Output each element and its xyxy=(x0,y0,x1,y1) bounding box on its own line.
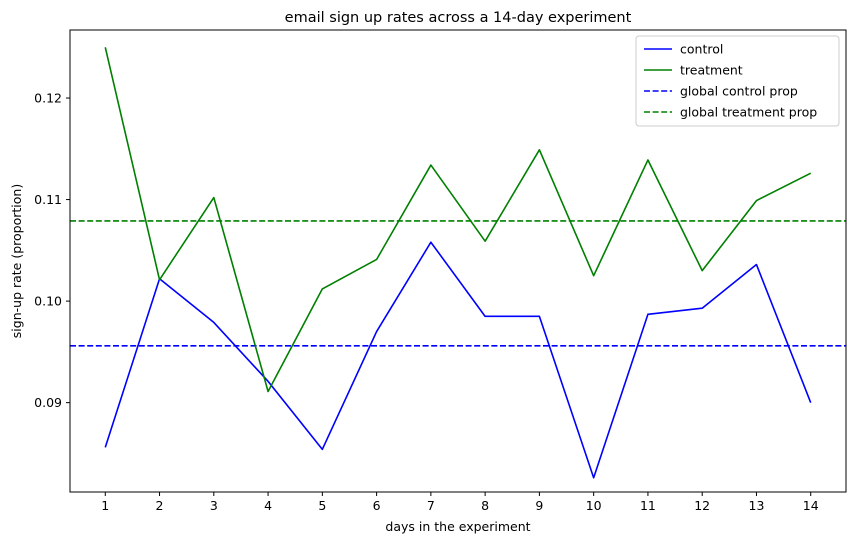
x-tick-label: 1 xyxy=(101,498,109,513)
x-tick-label: 2 xyxy=(156,498,164,513)
x-tick-label: 14 xyxy=(803,498,819,513)
chart-title: email sign up rates across a 14-day expe… xyxy=(285,10,632,26)
x-tick-label: 10 xyxy=(586,498,602,513)
y-tick-label: 0.10 xyxy=(34,294,62,309)
x-tick-label: 3 xyxy=(210,498,218,513)
series-line-treatment xyxy=(104,47,812,393)
y-tick-label: 0.09 xyxy=(34,395,62,410)
x-tick-label: 5 xyxy=(318,498,326,513)
axes-frame xyxy=(69,29,847,493)
legend-label-control: control xyxy=(680,42,723,57)
legend-label-global-control-prop: global control prop xyxy=(680,84,798,99)
x-tick-label: 9 xyxy=(535,498,543,513)
x-tick-label: 8 xyxy=(481,498,489,513)
plot-area: 1 2 3 4 5 6 7 8 9 10 11 12 13 140.090.100.110.12 xyxy=(34,29,847,513)
legend-label-global-treatment-prop: global treatment prop xyxy=(680,105,817,120)
x-axis-title: days in the experiment xyxy=(385,519,530,534)
x-tick-label: 12 xyxy=(694,498,710,513)
y-axis-title: sign-up rate (proportion) xyxy=(9,184,24,338)
x-tick-label: 13 xyxy=(749,498,765,513)
x-tick-label: 4 xyxy=(264,498,272,513)
series-line-control xyxy=(104,241,812,479)
legend-label-treatment: treatment xyxy=(680,63,743,78)
y-tick-label: 0.11 xyxy=(34,192,62,207)
x-tick-label: 11 xyxy=(640,498,656,513)
x-tick-label: 7 xyxy=(427,498,435,513)
y-tick-label: 0.12 xyxy=(34,91,62,106)
legend: control treatment global control prop globa… xyxy=(635,35,840,127)
legend-box xyxy=(635,35,840,127)
x-tick-label: 6 xyxy=(373,498,381,513)
